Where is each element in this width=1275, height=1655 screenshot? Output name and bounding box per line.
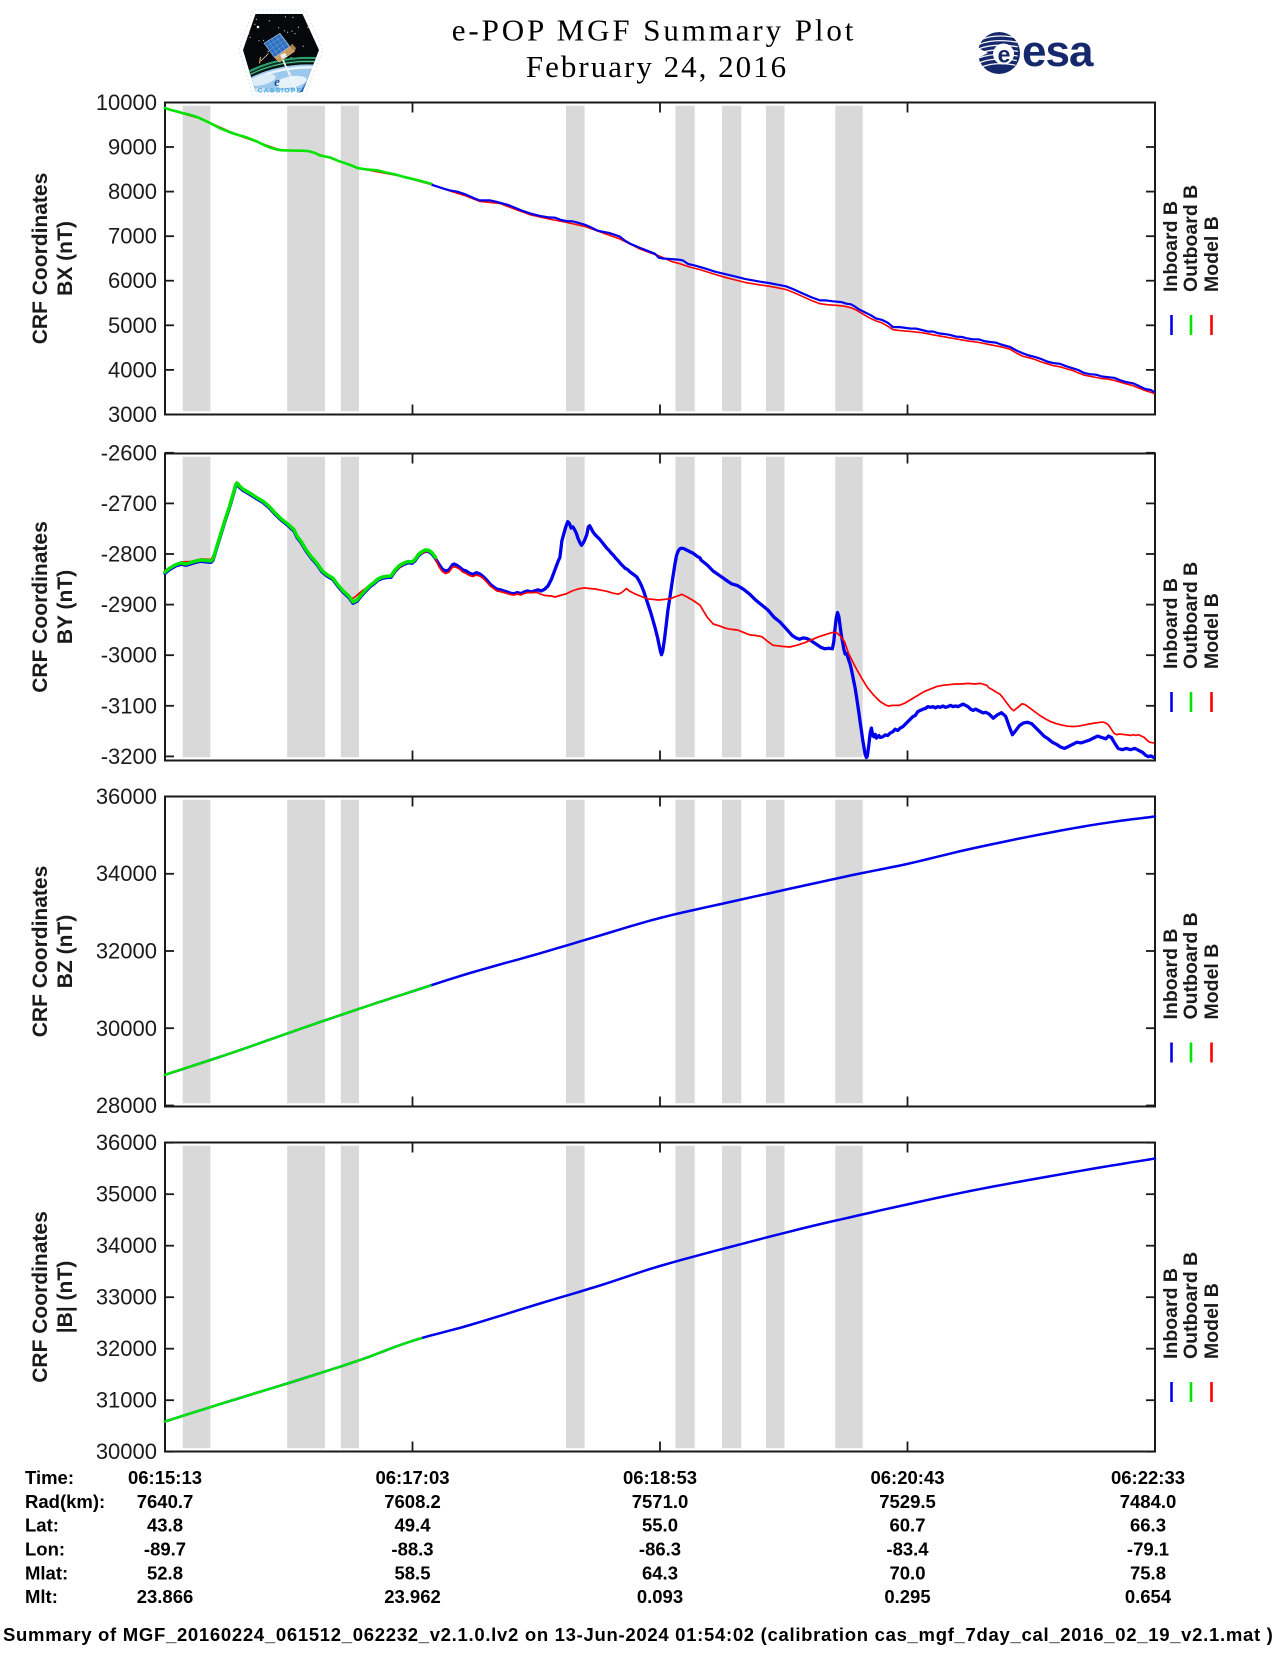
svg-text:06:22:33: 06:22:33 [1111,1467,1185,1488]
svg-text:Summary of MGF_20160224_061512: Summary of MGF_20160224_061512_062232_v2… [3,1624,1274,1645]
svg-text:33000: 33000 [96,1285,157,1310]
svg-text:32000: 32000 [96,1336,157,1361]
svg-text:-2700: -2700 [101,491,157,516]
svg-text:CRF Coordinates: CRF Coordinates [29,866,52,1038]
svg-text:06:15:13: 06:15:13 [128,1467,202,1488]
svg-text:Outboard B: Outboard B [1180,562,1202,669]
svg-text:-89.7: -89.7 [144,1539,186,1560]
svg-text:34000: 34000 [96,861,157,886]
svg-text:Model B: Model B [1201,216,1223,292]
svg-text:Inboard B: Inboard B [1160,578,1182,669]
svg-text:-83.4: -83.4 [886,1539,929,1560]
svg-text:55.0: 55.0 [642,1515,678,1536]
svg-text:0.093: 0.093 [637,1586,683,1607]
svg-text:60.7: 60.7 [889,1515,925,1536]
svg-text:Outboard B: Outboard B [1180,1252,1202,1359]
svg-text:30000: 30000 [96,1016,157,1041]
svg-text:5000: 5000 [108,313,157,338]
svg-text:70.0: 70.0 [889,1563,925,1584]
svg-text:06:20:43: 06:20:43 [870,1467,944,1488]
svg-text:7640.7: 7640.7 [137,1491,194,1512]
svg-text:7608.2: 7608.2 [384,1491,441,1512]
svg-text:31000: 31000 [96,1388,157,1413]
svg-text:34000: 34000 [96,1233,157,1258]
svg-text:e: e [998,42,1011,68]
svg-text:49.4: 49.4 [394,1515,431,1536]
svg-text:February 24, 2016: February 24, 2016 [526,49,788,84]
svg-text:32000: 32000 [96,939,157,964]
svg-text:CRF Coordinates: CRF Coordinates [29,1211,52,1383]
svg-text:Inboard B: Inboard B [1160,201,1182,292]
svg-text:36000: 36000 [96,1130,157,1155]
svg-text:52.8: 52.8 [147,1563,183,1584]
svg-text:7529.5: 7529.5 [879,1491,936,1512]
svg-text:43.8: 43.8 [147,1515,183,1536]
svg-text:7571.0: 7571.0 [632,1491,689,1512]
svg-text:Mlat:: Mlat: [25,1563,68,1584]
svg-text:64.3: 64.3 [642,1563,678,1584]
svg-text:06:17:03: 06:17:03 [375,1467,449,1488]
svg-text:-3100: -3100 [101,693,157,718]
svg-text:7000: 7000 [108,224,157,249]
svg-text:-2600: -2600 [101,440,157,465]
svg-text:-2800: -2800 [101,542,157,567]
svg-text:75.8: 75.8 [1130,1563,1166,1584]
svg-text:e-POP MGF Summary Plot: e-POP MGF Summary Plot [452,13,857,48]
svg-text:-3200: -3200 [101,744,157,769]
svg-text:Lat:: Lat: [25,1515,59,1536]
svg-text:4000: 4000 [108,357,157,382]
svg-text:Rad(km):: Rad(km): [25,1491,105,1512]
svg-text:23.962: 23.962 [384,1586,441,1607]
svg-text:6000: 6000 [108,268,157,293]
svg-text:-79.1: -79.1 [1127,1539,1169,1560]
svg-text:Model B: Model B [1201,944,1223,1020]
svg-text:CASSIOPE: CASSIOPE [258,88,303,95]
svg-text:-2900: -2900 [101,592,157,617]
svg-text:9000: 9000 [108,135,157,160]
svg-text:36000: 36000 [96,784,157,809]
svg-text:Inboard B: Inboard B [1160,1268,1182,1359]
svg-text:Model B: Model B [1201,1283,1223,1359]
svg-text:06:18:53: 06:18:53 [623,1467,697,1488]
svg-text:CRF Coordinates: CRF Coordinates [29,173,52,345]
svg-text:58.5: 58.5 [394,1563,430,1584]
svg-text:Lon:: Lon: [25,1539,65,1560]
svg-text:35000: 35000 [96,1182,157,1207]
svg-text:BY (nT): BY (nT) [54,570,77,644]
svg-text:Inboard B: Inboard B [1160,929,1182,1020]
svg-text:-3000: -3000 [101,643,157,668]
svg-text:-86.3: -86.3 [639,1539,681,1560]
svg-text:esa: esa [1022,27,1094,76]
svg-text:28000: 28000 [96,1093,157,1118]
svg-text:Outboard B: Outboard B [1180,912,1202,1019]
svg-text:30000: 30000 [96,1439,157,1464]
svg-text:CRF Coordinates: CRF Coordinates [29,521,52,693]
svg-text:Model B: Model B [1201,593,1223,669]
svg-text:BX (nT): BX (nT) [54,221,77,296]
svg-text:BZ (nT): BZ (nT) [54,915,77,988]
svg-text:Time:: Time: [25,1467,74,1488]
svg-text:0.654: 0.654 [1125,1586,1172,1607]
svg-text:Outboard B: Outboard B [1180,185,1202,292]
svg-text:-88.3: -88.3 [391,1539,433,1560]
svg-text:23.866: 23.866 [137,1586,194,1607]
svg-text:8000: 8000 [108,179,157,204]
svg-text:10000: 10000 [96,90,157,115]
svg-text:0.295: 0.295 [884,1586,930,1607]
svg-text:Mlt:: Mlt: [25,1586,58,1607]
svg-text:|B| (nT): |B| (nT) [54,1261,77,1333]
svg-text:66.3: 66.3 [1130,1515,1166,1536]
svg-text:3000: 3000 [108,402,157,427]
svg-text:e: e [274,74,280,89]
svg-text:7484.0: 7484.0 [1120,1491,1177,1512]
